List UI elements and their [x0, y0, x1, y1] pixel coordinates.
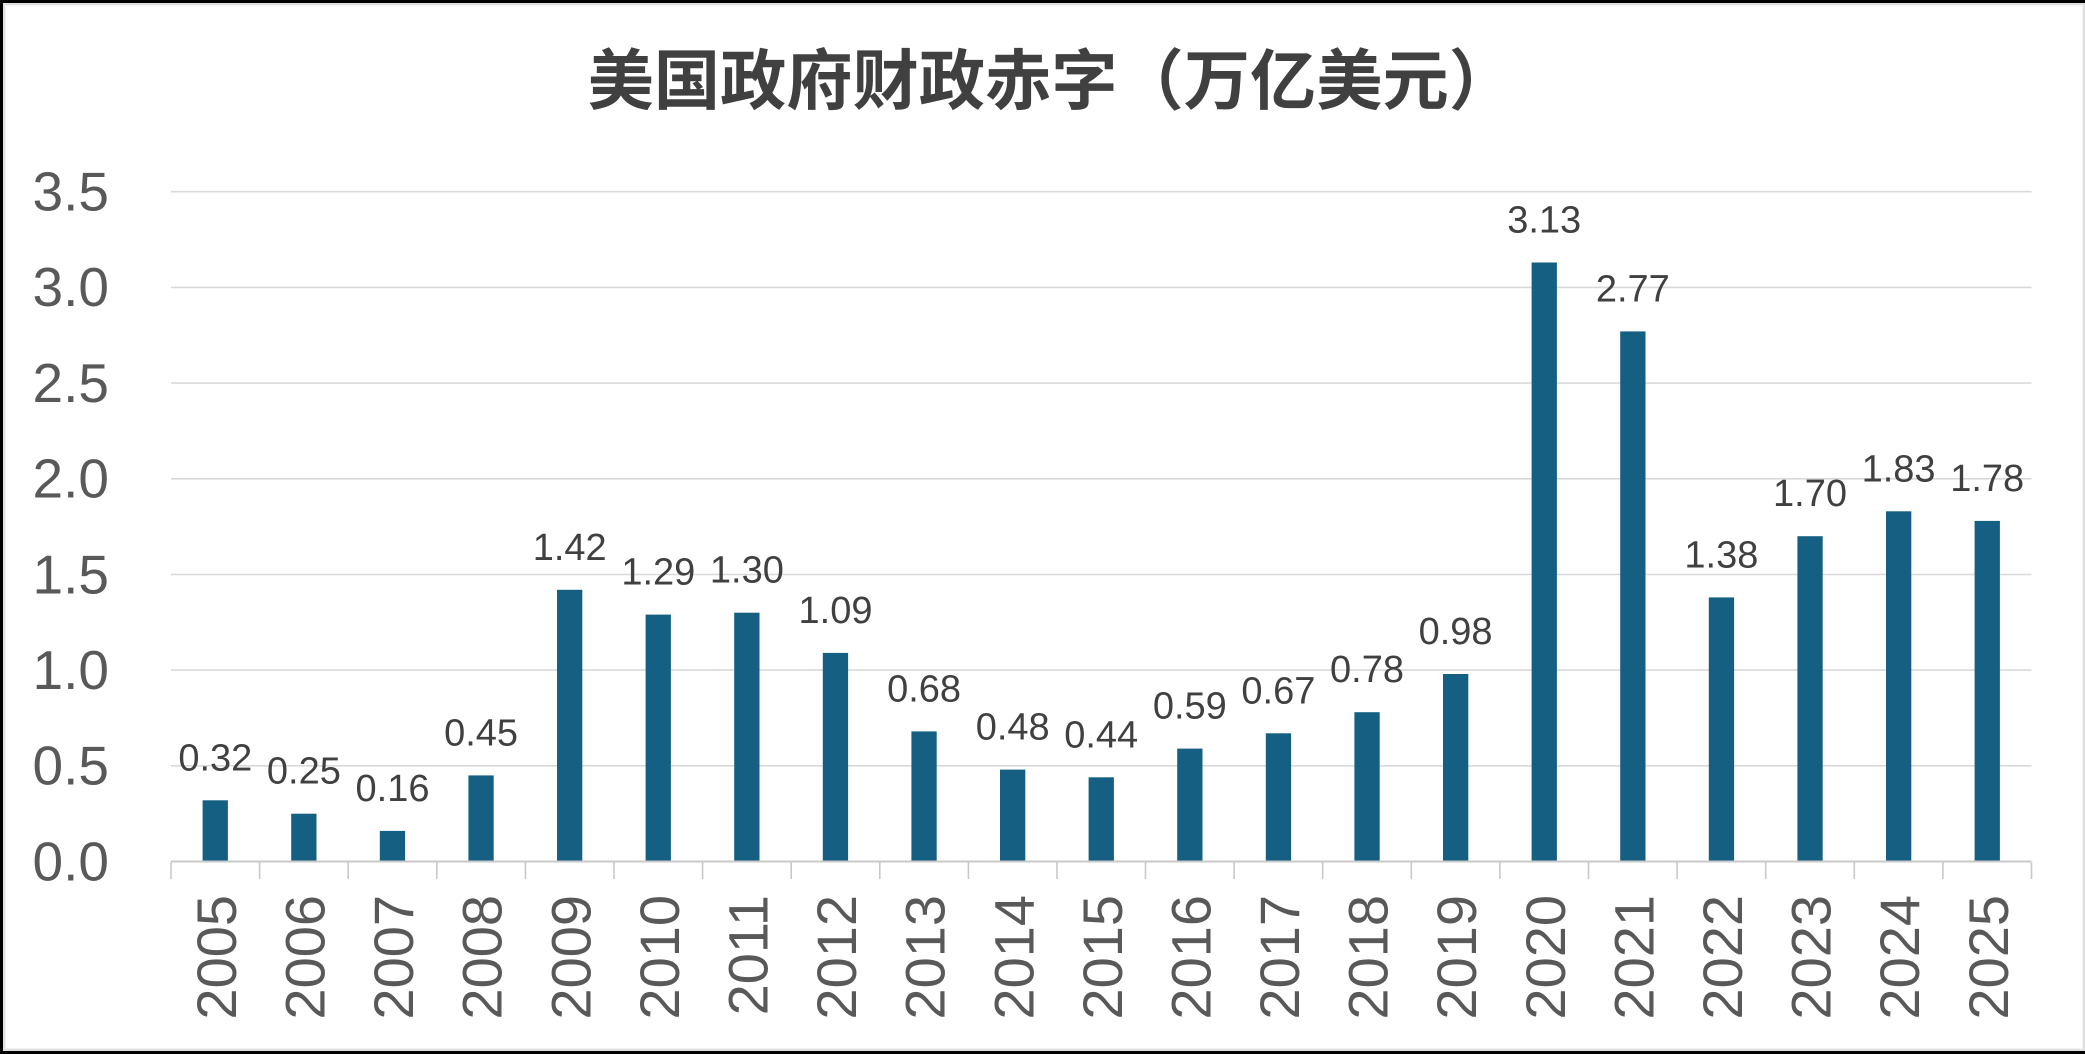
svg-text:2010: 2010	[628, 895, 691, 1020]
svg-text:3.13: 3.13	[1507, 200, 1581, 242]
svg-text:2012: 2012	[805, 895, 868, 1020]
svg-text:0.59: 0.59	[1153, 686, 1227, 728]
svg-text:2009: 2009	[539, 895, 602, 1020]
svg-text:1.78: 1.78	[1950, 458, 2024, 500]
svg-text:2020: 2020	[1514, 895, 1577, 1020]
svg-text:0.68: 0.68	[887, 668, 961, 710]
svg-text:2023: 2023	[1780, 895, 1843, 1020]
svg-text:1.30: 1.30	[710, 550, 784, 592]
svg-text:2022: 2022	[1691, 895, 1754, 1020]
svg-text:1.38: 1.38	[1684, 534, 1758, 576]
svg-text:2.0: 2.0	[33, 448, 109, 510]
svg-text:2006: 2006	[274, 895, 337, 1020]
svg-text:2014: 2014	[982, 895, 1045, 1020]
svg-text:2025: 2025	[1957, 895, 2020, 1020]
svg-text:1.70: 1.70	[1773, 473, 1847, 515]
svg-text:2016: 2016	[1159, 895, 1222, 1020]
svg-text:2024: 2024	[1868, 895, 1931, 1020]
svg-text:2.5: 2.5	[33, 352, 109, 414]
svg-text:1.83: 1.83	[1862, 448, 1936, 490]
svg-text:2005: 2005	[185, 895, 248, 1020]
svg-text:2013: 2013	[894, 895, 957, 1020]
svg-text:0.98: 0.98	[1419, 611, 1493, 653]
svg-text:2021: 2021	[1602, 895, 1665, 1020]
svg-text:2008: 2008	[451, 895, 514, 1020]
svg-text:2017: 2017	[1248, 895, 1311, 1020]
svg-text:2018: 2018	[1337, 895, 1400, 1020]
svg-text:2011: 2011	[717, 895, 780, 1015]
svg-text:0.78: 0.78	[1330, 649, 1404, 691]
svg-text:0.48: 0.48	[976, 707, 1050, 749]
svg-text:1.09: 1.09	[799, 590, 873, 632]
svg-text:2.77: 2.77	[1596, 268, 1670, 310]
svg-text:0.67: 0.67	[1241, 670, 1315, 712]
svg-text:1.42: 1.42	[533, 527, 607, 569]
svg-text:0.25: 0.25	[267, 751, 341, 793]
svg-text:2015: 2015	[1071, 895, 1134, 1020]
svg-text:0.32: 0.32	[178, 737, 252, 779]
svg-text:0.45: 0.45	[444, 712, 518, 754]
svg-text:0.16: 0.16	[356, 768, 430, 810]
svg-text:1.0: 1.0	[33, 639, 109, 701]
svg-text:0.5: 0.5	[33, 735, 109, 797]
svg-text:3.0: 3.0	[33, 256, 109, 318]
svg-text:2019: 2019	[1425, 895, 1488, 1020]
svg-text:0.44: 0.44	[1064, 714, 1138, 756]
svg-text:1.5: 1.5	[33, 543, 109, 605]
svg-text:1.29: 1.29	[621, 552, 695, 594]
svg-text:2007: 2007	[362, 895, 425, 1020]
svg-text:3.5: 3.5	[33, 161, 109, 223]
svg-text:0.0: 0.0	[33, 830, 109, 892]
